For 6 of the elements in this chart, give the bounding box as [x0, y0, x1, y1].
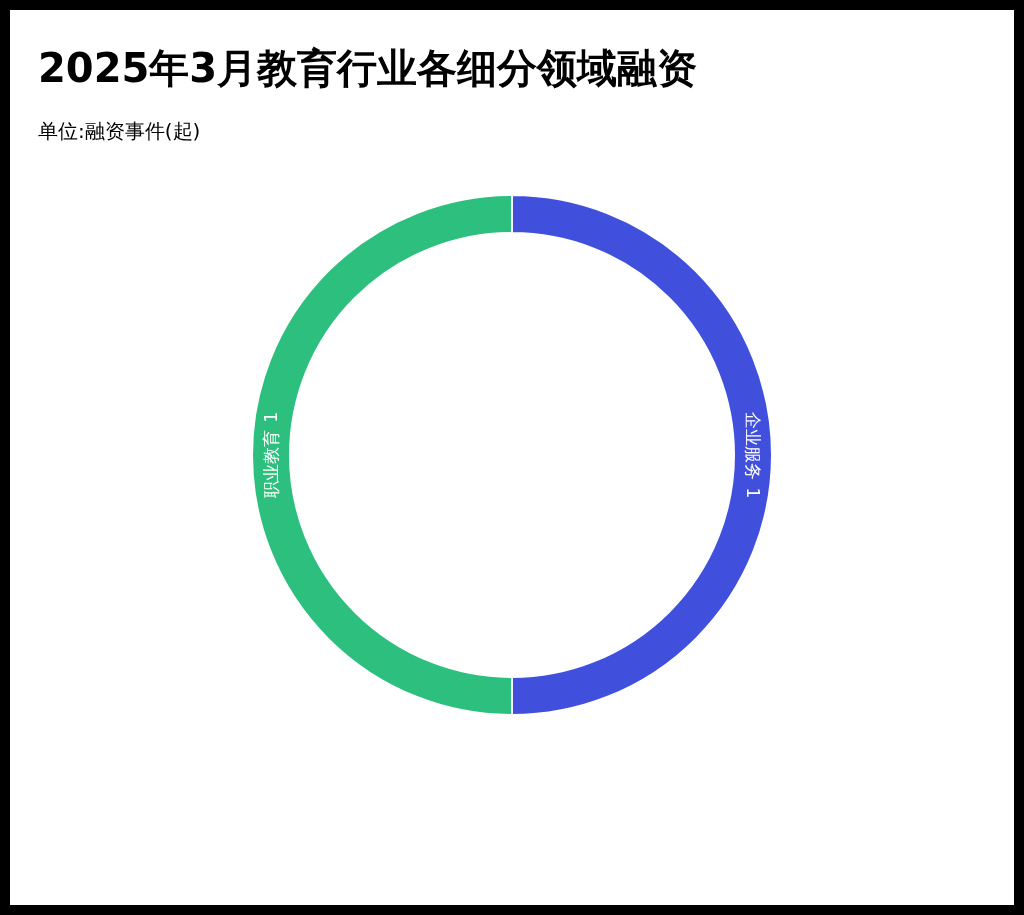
chart-subtitle: 单位:融资事件(起)	[38, 119, 201, 143]
data-label: 1	[743, 487, 763, 499]
chart-title: 2025年3月教育行业各细分领域融资	[38, 45, 698, 91]
data-label: 1	[261, 411, 281, 423]
slice-label: 职业教育	[261, 430, 281, 499]
slice-label: 企业服务	[743, 411, 763, 480]
